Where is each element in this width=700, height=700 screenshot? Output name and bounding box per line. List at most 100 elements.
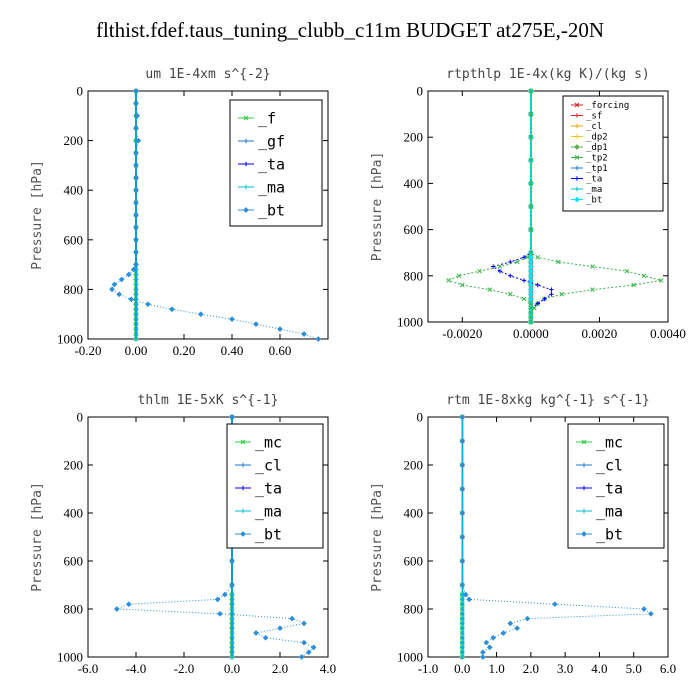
data-point	[528, 204, 534, 209]
legend-marker	[240, 439, 246, 445]
data-point	[528, 315, 534, 320]
x-tick-label: 0.40	[221, 343, 244, 358]
data-point	[298, 654, 305, 660]
legend-marker	[581, 485, 587, 491]
y-tick-label: 800	[64, 602, 84, 617]
data-point	[229, 414, 235, 420]
x-tick-label: 0.0	[224, 661, 240, 676]
legend-marker	[574, 196, 580, 203]
y-tick-label: 800	[404, 268, 424, 283]
legend-label: _dp1	[586, 143, 608, 153]
data-point	[490, 634, 496, 641]
y-tick-label: 400	[404, 176, 424, 191]
data-point	[641, 273, 647, 279]
x-tick-label: -6.0	[78, 661, 99, 676]
data-point	[460, 597, 465, 602]
series-points-bt	[109, 88, 322, 342]
y-tick-label: 200	[64, 133, 84, 148]
panel-title: um 1E-4xm s^{-2}	[145, 67, 270, 82]
plot-frame	[87, 90, 329, 340]
legend-box	[229, 99, 323, 227]
legend-label: _bt	[255, 525, 282, 543]
data-point	[535, 301, 540, 306]
data-point	[133, 316, 139, 322]
x-tick-label: 0.0	[454, 661, 470, 676]
chart-panel-3: thlm 1E-5xK s^{-1} Pressure [hPa] 0 200 400 6…	[30, 393, 336, 676]
data-point	[460, 654, 465, 660]
legend-label: _sf	[586, 112, 602, 122]
data-point	[459, 414, 466, 420]
data-point	[528, 250, 534, 256]
chart-panel-4: rtm 1E-8xkg kg^{-1} s^{-1} Pressure [hPa]…	[370, 393, 676, 676]
data-point	[507, 291, 513, 297]
data-point	[315, 336, 322, 342]
legend-marker	[243, 161, 249, 167]
legend: _forcing_sf_cl_dp2_dp1_tp2_tp1_ta_ma_bt	[562, 95, 664, 212]
data-point	[483, 639, 490, 646]
legend: _mc _cl _ta _ma _bt	[226, 423, 324, 549]
data-point	[480, 649, 486, 656]
data-point	[133, 125, 139, 132]
y-tick-label: 200	[404, 130, 424, 145]
data-point	[514, 625, 520, 632]
data-point	[514, 259, 520, 265]
data-point	[459, 282, 465, 288]
legend-marker	[574, 176, 580, 181]
x-tick-label: 0.0040	[650, 326, 686, 341]
legend-label: _gf	[258, 132, 285, 150]
x-tick-label: 0.0000	[513, 326, 549, 341]
y-axis-label: Pressure [hPa]	[370, 482, 385, 592]
data-point	[229, 635, 235, 640]
data-point	[535, 282, 540, 288]
y-tick-label: 1000	[397, 315, 423, 330]
data-point	[229, 645, 235, 650]
data-point	[109, 286, 115, 293]
data-point	[507, 620, 514, 627]
data-point	[446, 278, 451, 283]
x-tick-label: 4.0	[591, 661, 607, 676]
data-point	[133, 312, 139, 317]
data-point	[169, 306, 175, 313]
panel-title: rtm 1E-8xkg kg^{-1} s^{-1}	[446, 393, 650, 408]
data-point	[487, 287, 493, 293]
data-point	[508, 273, 513, 278]
data-point	[525, 254, 530, 260]
data-point	[555, 259, 561, 265]
data-point	[459, 558, 466, 564]
y-tick-label: 0	[417, 84, 424, 99]
legend-label: _tp1	[586, 164, 608, 174]
legend-label: _tp2	[586, 154, 608, 164]
series-line-tp_neg	[447, 91, 532, 322]
data-point	[301, 620, 307, 627]
data-point	[521, 296, 527, 302]
legend-label: _ma	[596, 502, 623, 520]
data-point	[528, 227, 534, 232]
data-point	[459, 486, 466, 492]
data-point	[648, 610, 654, 617]
data-point	[133, 224, 139, 231]
data-point	[133, 282, 139, 287]
legend-marker	[574, 155, 580, 160]
chart-panel-1: um 1E-4xm s^{-2} Pressure [hPa] 0 200 400 600…	[30, 67, 329, 358]
legend-marker	[581, 531, 587, 537]
series-points-bt	[459, 414, 654, 660]
legend-label: _mc	[255, 433, 282, 451]
data-point	[116, 291, 123, 298]
data-point	[133, 297, 139, 302]
data-point	[490, 264, 496, 269]
data-point	[128, 296, 135, 303]
x-tick-label: -1.0	[418, 661, 439, 676]
data-point	[497, 264, 503, 269]
x-tick-label: 5.0	[626, 661, 642, 676]
legend-marker	[240, 508, 246, 514]
y-tick-label: 1000	[57, 332, 83, 347]
legend-marker	[574, 134, 580, 139]
legend-marker	[581, 508, 587, 514]
data-point	[133, 187, 139, 194]
legend-marker	[240, 531, 246, 537]
legend-label: _bt	[596, 525, 623, 543]
x-tick-label: 2.0	[523, 661, 539, 676]
data-point	[528, 310, 534, 316]
data-point	[460, 611, 465, 616]
legend-marker	[240, 462, 246, 468]
